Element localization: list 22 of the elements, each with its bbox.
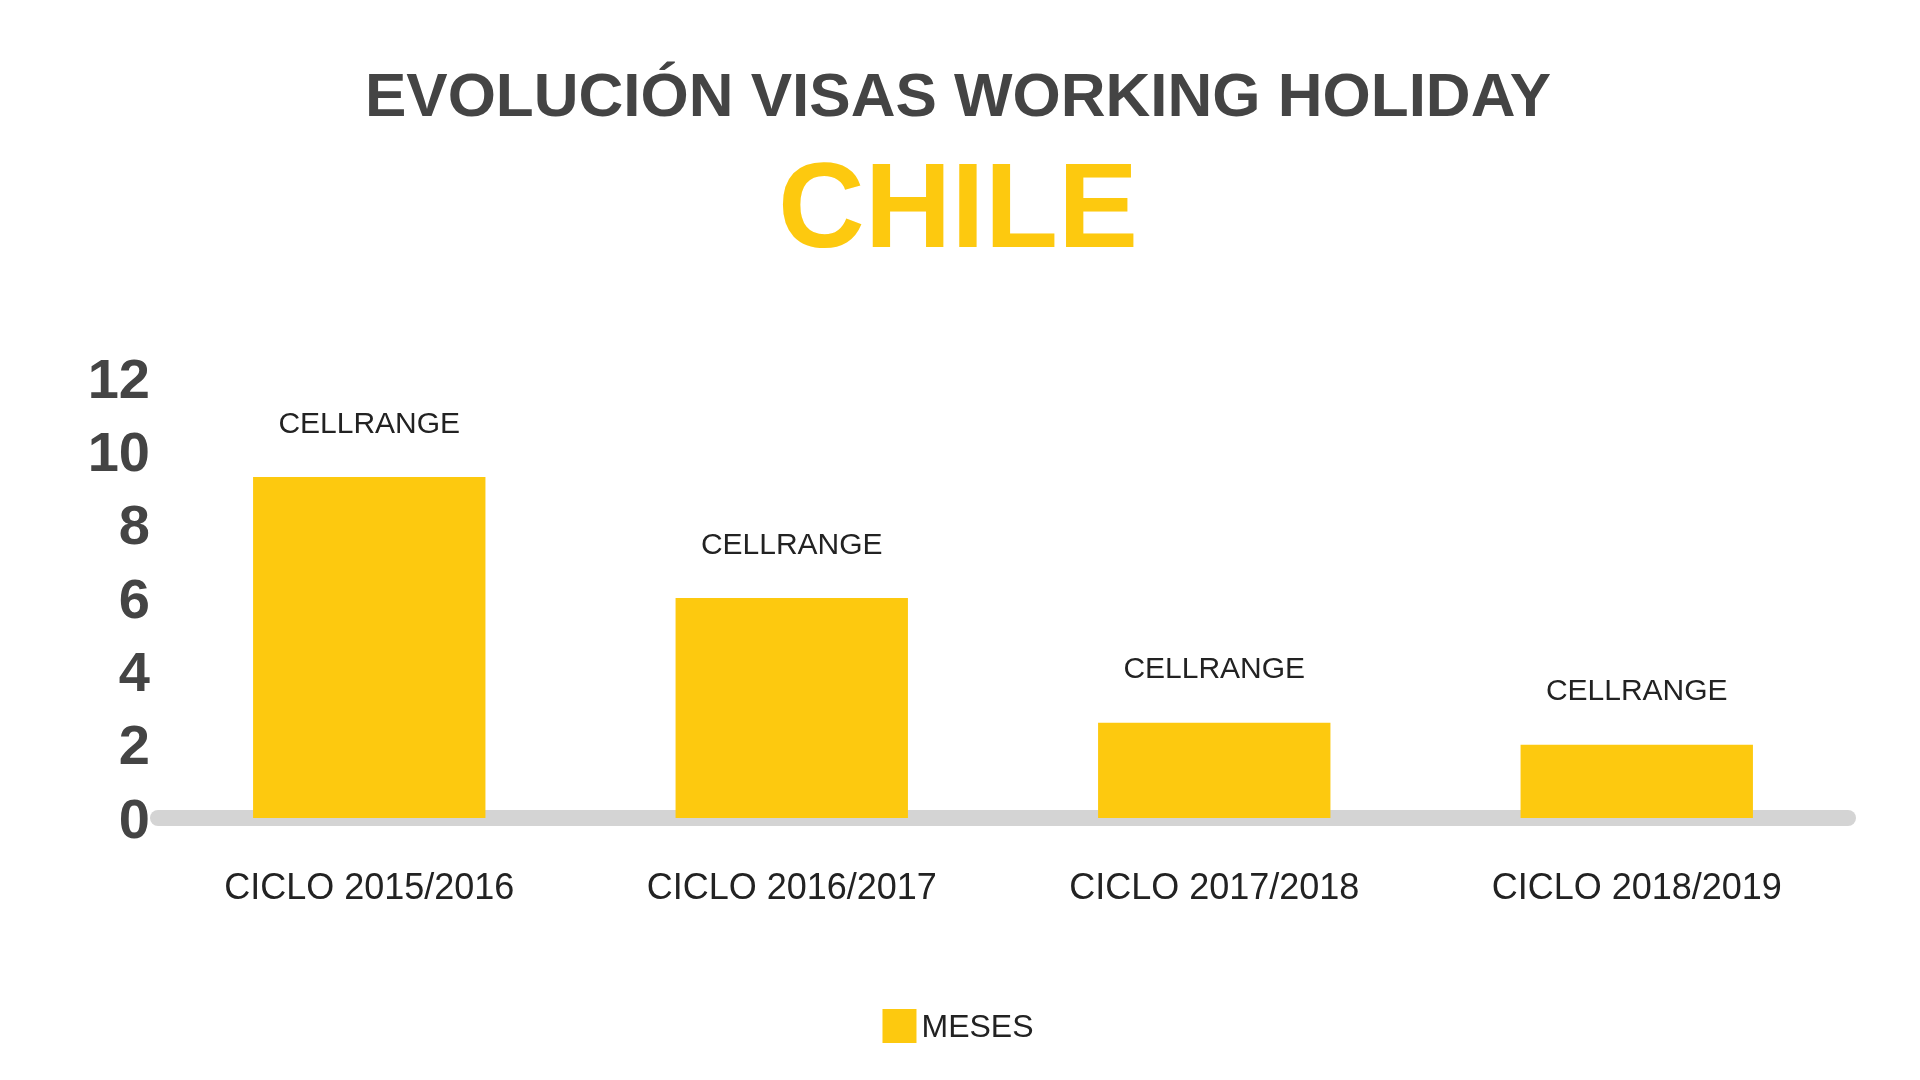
y-tick-label: 2 (118, 713, 150, 777)
text: CELLRANGE (278, 405, 461, 439)
bar (1098, 722, 1331, 818)
bar (675, 598, 908, 818)
y-tick-label: 10 (87, 419, 150, 483)
y-tick-label: 0 (118, 786, 150, 850)
bar (1520, 744, 1753, 818)
chart-title: EVOLUCIÓN VISAS WORKING HOLIDAY (364, 59, 1552, 129)
y-tick-label: 12 (87, 346, 150, 410)
legend-label: MESES (921, 1008, 1034, 1044)
x-tick-label: CICLO 2018/2019 (1491, 865, 1782, 907)
x-tick-label: CICLO 2016/2017 (646, 865, 937, 907)
y-tick-label: 4 (118, 639, 150, 703)
bar (253, 477, 486, 818)
y-tick-label: 8 (118, 493, 150, 557)
text: CELLRANGE (1123, 651, 1306, 685)
x-tick-label: CICLO 2015/2016 (224, 865, 515, 907)
chart-subtitle: CHILE (778, 138, 1138, 272)
y-tick-label: 6 (118, 566, 150, 630)
x-tick-label: CICLO 2017/2018 (1069, 865, 1360, 907)
text: CELLRANGE (1545, 673, 1728, 707)
text: CELLRANGE (700, 526, 883, 560)
